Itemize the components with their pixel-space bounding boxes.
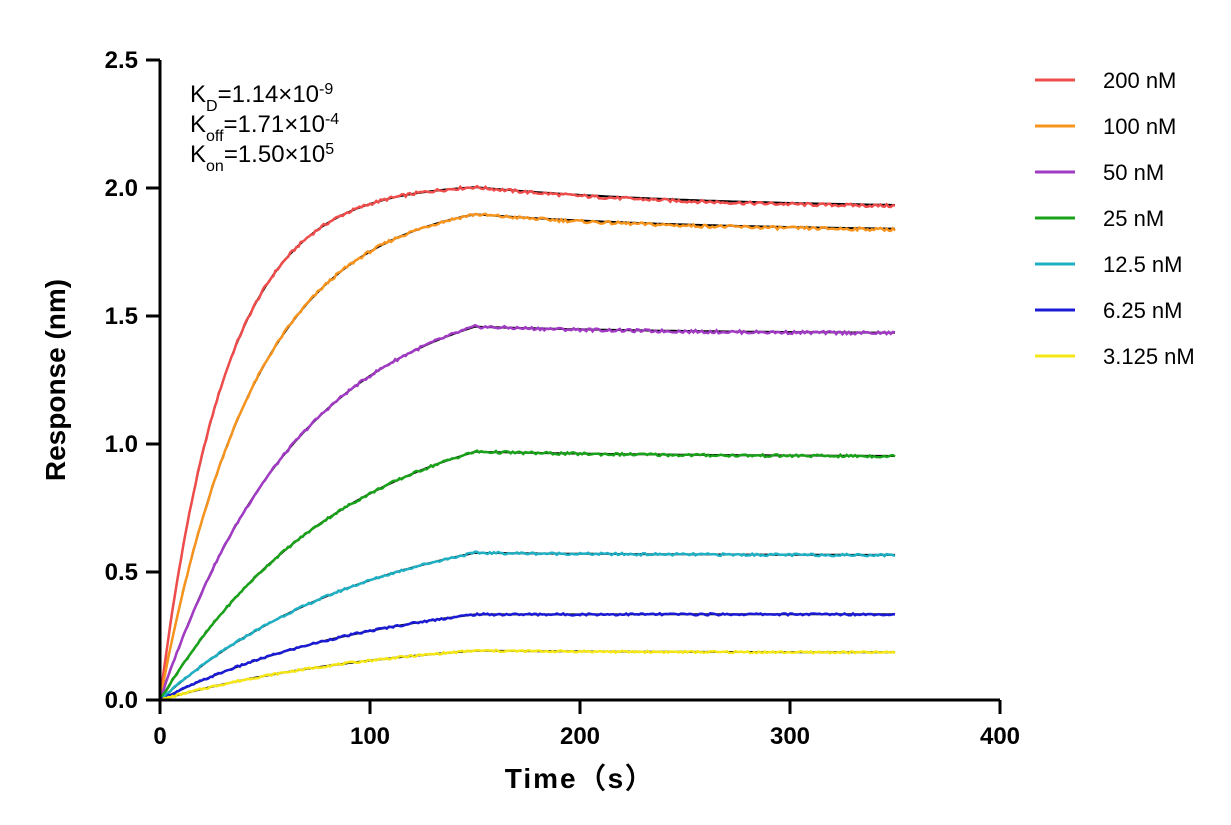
chart-svg: 0 100 200 300 400 Time（s） 0.0 0.5 1.0 1.5 2.0 2.5 Re… [0,0,1231,825]
legend-label: 12.5 nM [1103,252,1183,277]
legend-label: 3.125 nM [1103,344,1195,369]
y-tick-label: 1.5 [105,303,138,330]
y-tick-label: 2.5 [105,47,138,74]
legend-label: 50 nM [1103,160,1164,185]
x-axis-title: Time（s） [505,762,655,794]
y-tick-label: 2.0 [105,175,138,202]
legend-label: 200 nM [1103,68,1176,93]
y-tick-label: 0.5 [105,559,138,586]
legend-label: 25 nM [1103,206,1164,231]
x-tick-label: 0 [153,723,166,750]
legend-label: 6.25 nM [1103,298,1183,323]
y-tick-label: 1.0 [105,431,138,458]
y-tick-label: 0.0 [105,687,138,714]
y-axis-title: Response (nm) [40,279,71,481]
legend-label: 100 nM [1103,114,1176,139]
x-tick-label: 300 [770,723,810,750]
x-tick-label: 100 [350,723,390,750]
binding-kinetics-chart: 0 100 200 300 400 Time（s） 0.0 0.5 1.0 1.5 2.0 2.5 Re… [0,0,1231,825]
x-tick-label: 200 [560,723,600,750]
x-tick-label: 400 [980,723,1020,750]
